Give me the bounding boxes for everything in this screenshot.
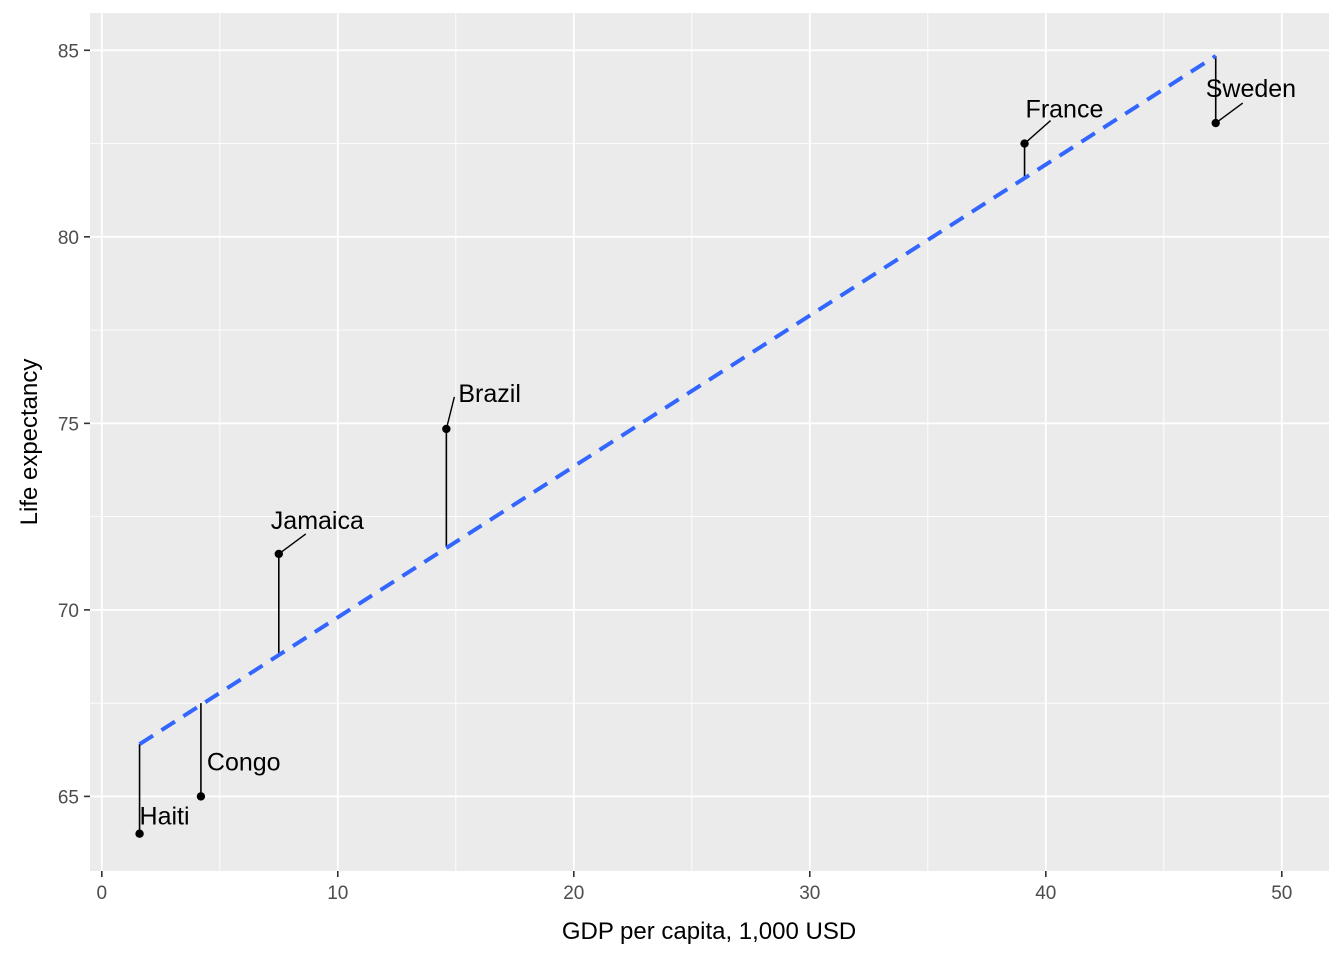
residual-lines (138, 55, 1217, 834)
fit-line (138, 54, 1217, 746)
x-tick-label: 40 (1035, 883, 1056, 904)
x-tick-label: 20 (563, 883, 584, 904)
label-leader (278, 533, 307, 555)
label-leader (1024, 120, 1052, 145)
x-tick-label: 0 (97, 883, 108, 904)
grid-minor (90, 13, 1329, 871)
point-label: France (1026, 96, 1104, 124)
y-axis-title: Life expectancy (16, 359, 43, 526)
point-label: Brazil (458, 380, 521, 408)
y-axis: 65 70 75 80 85 (58, 41, 90, 808)
y-tick-label: 80 (58, 228, 79, 249)
y-tick-label: 85 (58, 41, 79, 62)
label-leader (445, 396, 456, 430)
x-axis-title: GDP per capita, 1,000 USD (562, 918, 856, 945)
plot-panel (90, 13, 1329, 871)
grid-major (90, 13, 1329, 871)
y-tick-label: 70 (58, 601, 79, 622)
point-labels: Haiti Congo Jamaica Brazil France Sweden (140, 75, 1297, 831)
point-label: Sweden (1206, 75, 1296, 103)
x-tick-label: 50 (1271, 883, 1292, 904)
x-tick-label: 30 (799, 883, 820, 904)
label-leader (1215, 102, 1244, 124)
point-label: Jamaica (271, 507, 364, 535)
fit-line-group (138, 54, 1217, 746)
data-point (196, 792, 206, 801)
y-tick-label: 65 (58, 787, 79, 808)
x-tick-label: 10 (327, 883, 348, 904)
point-label: Haiti (140, 803, 190, 831)
y-tick-label: 75 (58, 414, 79, 435)
data-point (135, 829, 144, 838)
x-axis: 0 10 20 30 40 50 (97, 871, 1292, 904)
point-label: Congo (207, 748, 281, 776)
label-leaders (278, 102, 1244, 555)
